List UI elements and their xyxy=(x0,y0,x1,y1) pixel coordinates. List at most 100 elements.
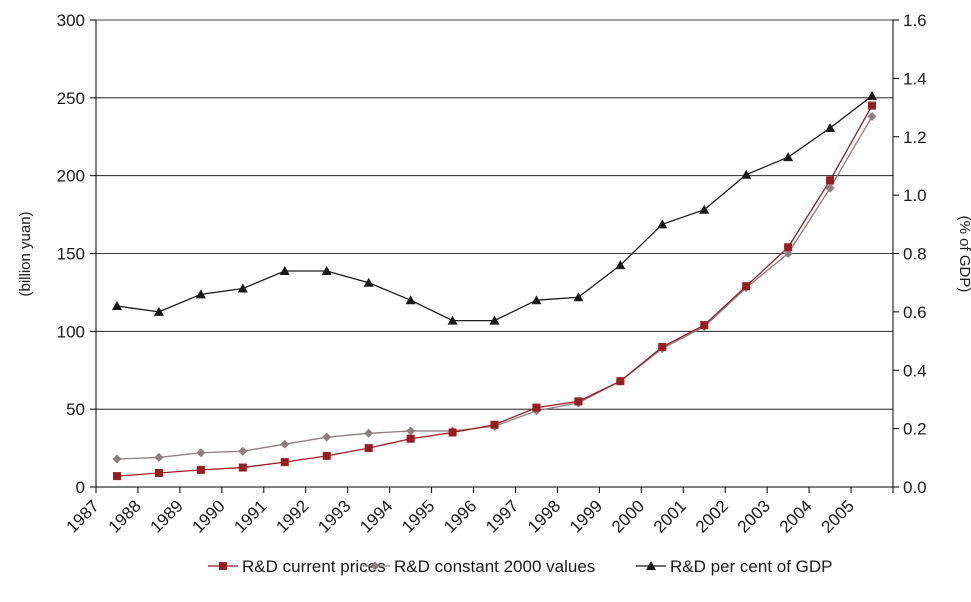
left-tick-label: 0 xyxy=(76,478,85,497)
legend-label: R&D per cent of GDP xyxy=(670,557,833,576)
data-point xyxy=(321,266,332,276)
data-point xyxy=(490,420,499,429)
data-point xyxy=(112,454,122,464)
data-point xyxy=(447,315,458,325)
data-point xyxy=(573,292,584,302)
series-line xyxy=(116,95,873,322)
right-tick-label: 0.6 xyxy=(903,303,927,322)
right-tick-label: 0.2 xyxy=(903,420,927,439)
legend-entry: R&D constant 2000 values xyxy=(360,557,595,576)
data-point xyxy=(153,306,164,316)
right-axis-title: (% of GDP) xyxy=(956,216,971,293)
data-point xyxy=(700,321,709,330)
data-point xyxy=(322,451,331,460)
data-point xyxy=(615,260,626,270)
gridlines xyxy=(96,19,893,410)
series xyxy=(111,90,878,481)
x-tick-label: 2003 xyxy=(734,496,774,536)
left-axis-title: (billion yuan) xyxy=(17,211,34,296)
legend-label: R&D constant 2000 values xyxy=(394,557,595,576)
data-point xyxy=(825,122,836,132)
data-point xyxy=(784,243,793,252)
data-point xyxy=(280,458,289,467)
legend-marker xyxy=(370,561,380,571)
left-y-ticks: 0 50 100 150 200 250 300 xyxy=(57,11,85,497)
data-point xyxy=(406,434,415,443)
right-tick-label: 1.2 xyxy=(903,128,927,147)
x-tick-label: 2000 xyxy=(608,496,648,536)
left-tick-label: 250 xyxy=(57,89,85,108)
left-tick-label: 100 xyxy=(57,322,85,341)
right-tick-label: 1.0 xyxy=(903,186,927,205)
data-point xyxy=(322,432,332,442)
right-y-ticks: 0.0 0.2 0.4 0.6 0.8 1.0 1.2 1.4 1.6 xyxy=(903,11,927,497)
right-tick-label: 0.0 xyxy=(903,478,927,497)
data-point xyxy=(279,266,290,276)
series-square xyxy=(112,101,877,481)
data-point xyxy=(406,426,416,436)
x-tick-label: 1990 xyxy=(188,496,228,536)
right-tick-label: 1.4 xyxy=(903,69,927,88)
data-point xyxy=(196,465,205,474)
x-tick-label: 1991 xyxy=(230,496,270,536)
data-point xyxy=(825,183,835,193)
x-tick-label: 1993 xyxy=(314,496,354,536)
data-point xyxy=(237,283,248,293)
right-tick-label: 0.8 xyxy=(903,245,927,264)
data-point xyxy=(574,397,583,406)
data-point xyxy=(238,446,248,456)
data-point xyxy=(111,301,122,311)
legend-entry: R&D per cent of GDP xyxy=(636,557,833,576)
data-point xyxy=(196,448,206,458)
data-point xyxy=(699,204,710,214)
data-point xyxy=(826,176,835,185)
data-point xyxy=(658,342,667,351)
left-tick-label: 300 xyxy=(57,11,85,30)
x-tick-label: 1997 xyxy=(482,496,522,536)
data-point xyxy=(154,452,164,462)
series-triangle xyxy=(111,90,878,325)
data-point xyxy=(741,169,752,179)
data-point xyxy=(616,377,625,386)
x-tick-label: 2001 xyxy=(650,496,690,536)
left-tick-label: 150 xyxy=(57,245,85,264)
x-tick-label: 2004 xyxy=(776,496,816,536)
x-tick-label: 1994 xyxy=(356,496,396,536)
data-point xyxy=(489,315,500,325)
left-tick-label: 200 xyxy=(57,167,85,186)
legend-entry: R&D current prices xyxy=(208,557,386,576)
x-tick-label: 2005 xyxy=(818,496,858,536)
legend-marker xyxy=(646,561,656,570)
data-point xyxy=(531,295,542,305)
data-point xyxy=(364,444,373,453)
series-line xyxy=(116,116,873,460)
data-point xyxy=(867,90,878,100)
x-tick-label: 1987 xyxy=(63,496,103,536)
legend-marker xyxy=(219,562,227,570)
right-tick-label: 1.6 xyxy=(903,11,927,30)
x-tick-label: 1988 xyxy=(105,496,145,536)
data-point xyxy=(532,403,541,412)
data-point xyxy=(742,282,751,291)
data-point xyxy=(195,289,206,299)
data-point xyxy=(154,468,163,477)
left-tick-label: 50 xyxy=(66,400,85,419)
data-point xyxy=(363,277,374,287)
data-point xyxy=(657,219,668,229)
data-point xyxy=(405,295,416,305)
x-tick-label: 1995 xyxy=(398,496,438,536)
x-tick-label: 1999 xyxy=(566,496,606,536)
legend-label: R&D current prices xyxy=(242,557,386,576)
x-tick-label: 1998 xyxy=(524,496,564,536)
x-tick-label: 2002 xyxy=(692,496,732,536)
right-tick-label: 0.4 xyxy=(903,361,927,380)
series-diamond xyxy=(112,112,877,464)
x-ticks: 1987 1988 1989 1990 1991 1992 1993 1994 1995 1996… xyxy=(63,496,858,536)
x-tick-label: 1992 xyxy=(272,496,312,536)
legend: R&D current prices R&D constant 2000 valu… xyxy=(208,557,833,576)
data-point xyxy=(448,428,457,437)
data-point xyxy=(783,152,794,162)
axes xyxy=(90,19,899,493)
